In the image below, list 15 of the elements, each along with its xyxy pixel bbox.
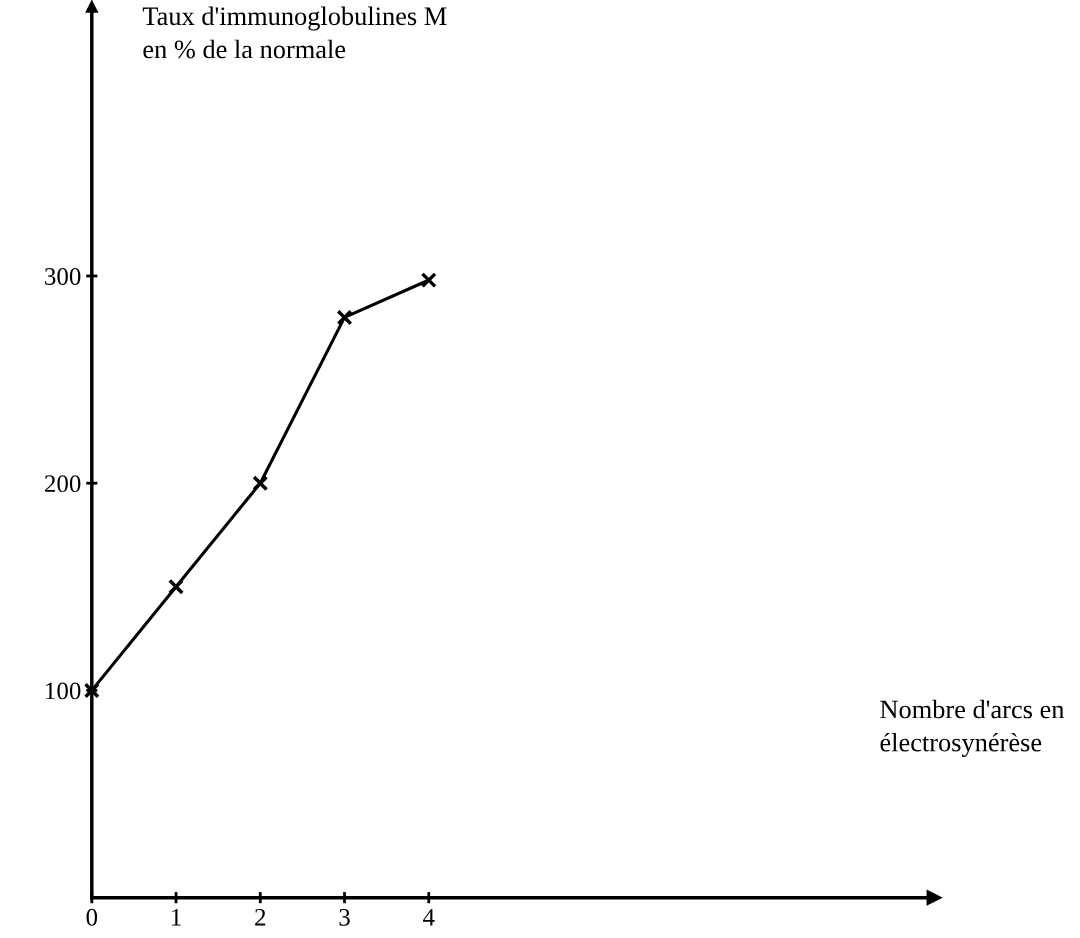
y-tick-label: 300 [45,268,81,285]
point [252,475,269,492]
x-tick-label: 1 [171,908,181,926]
point [168,578,185,595]
x-tick-label: 4 [423,908,435,926]
y-tick-label: 100 [46,682,81,700]
point [83,682,100,699]
point [420,272,437,289]
x-axis-title: Nombre d'arcs en électrosynérèse [880,699,1065,757]
point [336,309,353,326]
x-tick-label: 2 [255,908,266,926]
y-tick-label: 200 [44,475,81,493]
x-tick-label: 0 [86,908,98,926]
x-tick-label: 3 [339,908,350,926]
y-axis-title: Taux d'immunoglobulines M en % de la normale [142,6,447,59]
